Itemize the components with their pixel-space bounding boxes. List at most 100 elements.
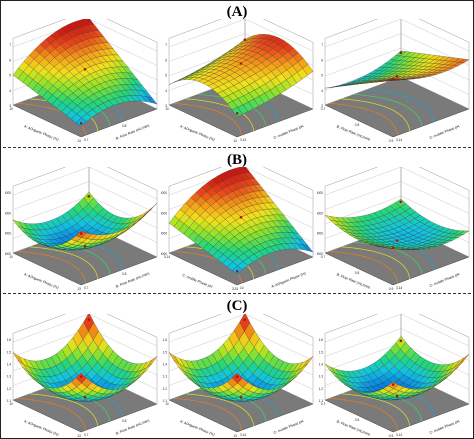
design-point bbox=[87, 19, 91, 22]
surface-cell bbox=[141, 207, 153, 218]
z-tick-label: 3000 bbox=[5, 252, 11, 256]
x-tick-label: 0.7 bbox=[321, 255, 326, 259]
x-tick-label: 0.8 bbox=[355, 271, 360, 275]
y-tick-label: 3.14 bbox=[396, 138, 402, 142]
x-axis-title: A: AOrganic Phase (%) bbox=[23, 272, 59, 290]
design-point bbox=[87, 318, 91, 321]
wall-gridline bbox=[324, 195, 470, 229]
z-tick-label: 6000 bbox=[5, 191, 11, 195]
floor-contour-line bbox=[329, 397, 398, 431]
z-tick-label: 4000 bbox=[317, 232, 323, 236]
floor-contour-line bbox=[329, 102, 398, 136]
z-tick-label: 1.2 bbox=[319, 387, 324, 391]
response-surface bbox=[168, 34, 314, 117]
response-surface bbox=[168, 314, 314, 402]
y-tick-label: 0.8 bbox=[122, 124, 127, 128]
x-tick-label: 10 bbox=[9, 402, 13, 406]
z-tick-label: 1.6 bbox=[319, 338, 324, 342]
z-tick-label: 5000 bbox=[161, 211, 167, 215]
z-tick-label: 5000 bbox=[5, 211, 11, 215]
floor-contour-line bbox=[341, 98, 411, 131]
wall-gridline bbox=[324, 19, 470, 52]
response-surface bbox=[324, 335, 470, 401]
response-surface bbox=[168, 167, 314, 275]
design-point bbox=[83, 396, 87, 399]
design-point bbox=[83, 245, 87, 248]
z-tick-label: 5 bbox=[165, 74, 167, 78]
panel-label-b: (B) bbox=[227, 152, 247, 168]
z-tick-label: 1.4 bbox=[163, 362, 168, 366]
z-tick-label: 1.3 bbox=[319, 375, 324, 379]
y-tick-label: 10 bbox=[240, 286, 244, 290]
wall-gridline bbox=[324, 328, 470, 361]
x-tick-label: 13 bbox=[77, 139, 81, 143]
x-axis-title: A: AOrganic Phase (%) bbox=[179, 419, 215, 437]
floor-contour-line bbox=[353, 94, 423, 127]
x-tick-label: 0.9 bbox=[389, 434, 394, 438]
surface-cell bbox=[458, 354, 470, 365]
z-tick-label: 7 bbox=[9, 43, 11, 47]
design-point bbox=[239, 216, 243, 219]
y-axis-title: C: mobile Phase pH bbox=[273, 419, 305, 435]
x-axis-title: B: Flow Rate (mL/min) bbox=[336, 420, 371, 437]
wall-gridline bbox=[168, 19, 314, 52]
z-tick-label: 1.3 bbox=[7, 375, 12, 379]
x-axis-title: A: AOrganic Phase (%) bbox=[23, 124, 59, 142]
z-tick-label: 1.2 bbox=[7, 387, 12, 391]
x-tick-label: 3.14 bbox=[164, 255, 170, 259]
design-point bbox=[235, 375, 239, 378]
z-tick-label: 3 bbox=[321, 104, 323, 108]
divider-ab bbox=[3, 147, 471, 148]
y-axis-title: C: mobile Phase pH bbox=[429, 419, 461, 435]
panel-label-c: (C) bbox=[226, 298, 248, 314]
side-wall bbox=[324, 314, 402, 401]
y-axis-title: C: mobile Phase pH bbox=[429, 272, 461, 288]
x-tick-label: 13 bbox=[77, 434, 81, 438]
x-tick-label: 0.8 bbox=[355, 418, 360, 422]
y-tick-label: 3.14 bbox=[240, 433, 246, 437]
response-surface bbox=[324, 198, 470, 250]
design-point bbox=[243, 167, 247, 170]
z-tick-label: 1.5 bbox=[163, 350, 168, 354]
design-point bbox=[395, 239, 399, 242]
y-tick-label: 0.7 bbox=[84, 138, 89, 142]
z-tick-label: 4000 bbox=[5, 232, 11, 236]
wall-gridline bbox=[324, 314, 470, 347]
z-tick-label: 1.2 bbox=[163, 387, 168, 391]
x-tick-label: 13 bbox=[233, 434, 237, 438]
floor-contour-line bbox=[329, 250, 398, 284]
response-surface bbox=[12, 191, 158, 251]
design-point bbox=[235, 112, 239, 115]
wall-gridline bbox=[12, 167, 158, 200]
z-tick-label: 1.4 bbox=[319, 362, 324, 366]
x-tick-label: 0.9 bbox=[389, 139, 394, 143]
floor-contour-line bbox=[29, 246, 99, 279]
design-point bbox=[391, 383, 395, 386]
z-tick-label: 1.3 bbox=[163, 375, 168, 379]
x-axis-title: B: Flow Rate (mL/min) bbox=[336, 125, 371, 142]
floor-contour-line bbox=[341, 393, 411, 426]
y-axis-title: B: Flow Rate (mL/min) bbox=[115, 419, 150, 436]
wall-gridline bbox=[12, 314, 158, 347]
z-tick-label: 1.6 bbox=[7, 338, 12, 342]
design-point bbox=[399, 51, 403, 55]
z-tick-label: 1.5 bbox=[7, 350, 12, 354]
surface-cell bbox=[136, 211, 148, 221]
y-tick-label: 0.8 bbox=[122, 272, 127, 276]
x-tick-label: 10 bbox=[9, 107, 13, 111]
divider-bc bbox=[3, 293, 471, 294]
x-tick-label: 13 bbox=[233, 139, 237, 143]
wall-gridline bbox=[324, 167, 470, 200]
z-tick-label: 4 bbox=[165, 89, 167, 93]
response-surface bbox=[12, 314, 158, 402]
floor-contour-line bbox=[17, 250, 86, 284]
y-axis-title: B: Flow Rate (mL/min) bbox=[115, 272, 150, 289]
z-tick-label: 6000 bbox=[317, 191, 323, 195]
y-tick-label: 0.7 bbox=[84, 433, 89, 437]
surface-plot-c3: 1.11.21.31.41.51.60.70.80.93.143.24Taili… bbox=[319, 314, 470, 438]
y-tick-label: 3.14 bbox=[396, 286, 402, 290]
floor-contour-line bbox=[173, 102, 242, 136]
